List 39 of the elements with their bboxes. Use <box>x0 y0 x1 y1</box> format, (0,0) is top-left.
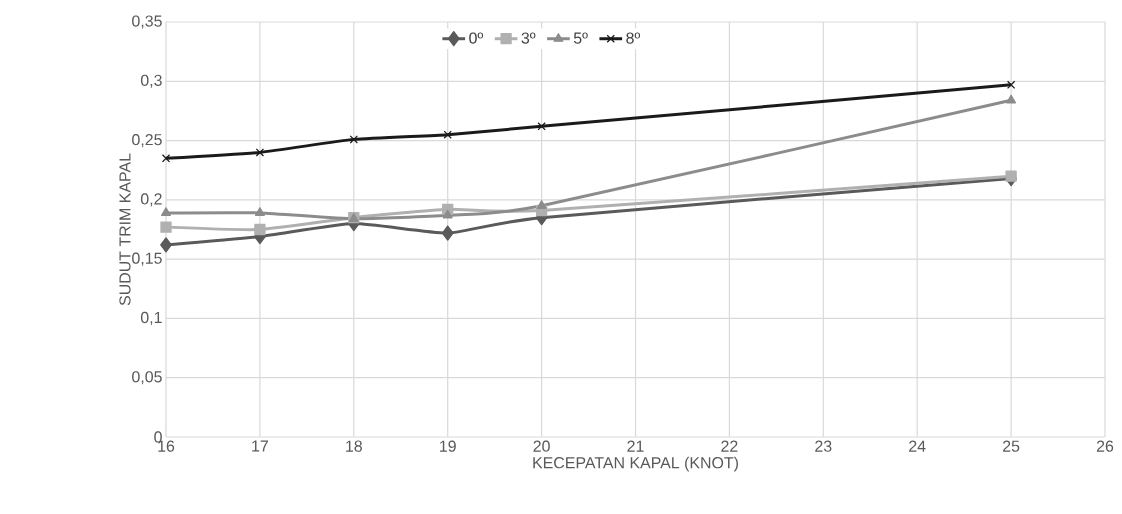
x-tick-label: 18 <box>346 440 362 452</box>
point <box>536 200 547 209</box>
point <box>254 223 266 236</box>
legend-label: 8º <box>626 32 641 44</box>
y-axis-title: SUDUT TRIM KAPAL <box>119 153 131 306</box>
point <box>443 130 452 139</box>
y-tick-label: 0,15 <box>132 252 162 266</box>
y-tick-label: 0,05 <box>132 371 162 385</box>
point <box>349 135 358 144</box>
point <box>254 207 265 217</box>
x-tick-label: 24 <box>909 440 926 452</box>
point <box>1006 94 1017 104</box>
point <box>160 237 172 253</box>
y-tick-label: 0,25 <box>132 133 162 148</box>
point <box>441 225 454 241</box>
point <box>1006 80 1016 90</box>
point <box>537 122 546 131</box>
point <box>1005 170 1017 182</box>
y-tick-label: 0,2 <box>140 193 162 207</box>
legend-label: 5º <box>573 32 588 44</box>
point <box>442 209 453 219</box>
x-tick-label: 19 <box>440 440 456 452</box>
x-tick-label: 22 <box>721 440 738 452</box>
x-tick-label: 25 <box>1003 440 1020 452</box>
y-tick-label: 0,1 <box>140 311 162 325</box>
point <box>161 207 171 217</box>
x-tick-label: 23 <box>815 440 832 452</box>
y-tick-label: 0,3 <box>140 74 162 88</box>
x-axis-title: KECEPATAN KAPAL (KNOT) <box>533 456 738 472</box>
x-tick-label: 20 <box>533 440 550 452</box>
point <box>255 148 265 157</box>
legend-label: 0º <box>469 32 484 44</box>
point <box>160 221 172 233</box>
legend-label: 3º <box>521 32 536 44</box>
y-tick-label: 0,35 <box>132 15 162 29</box>
x-tick-label: 26 <box>1096 440 1114 452</box>
x-tick-label: 21 <box>627 440 644 452</box>
x-tick-label: 17 <box>252 440 268 452</box>
point <box>161 154 171 163</box>
